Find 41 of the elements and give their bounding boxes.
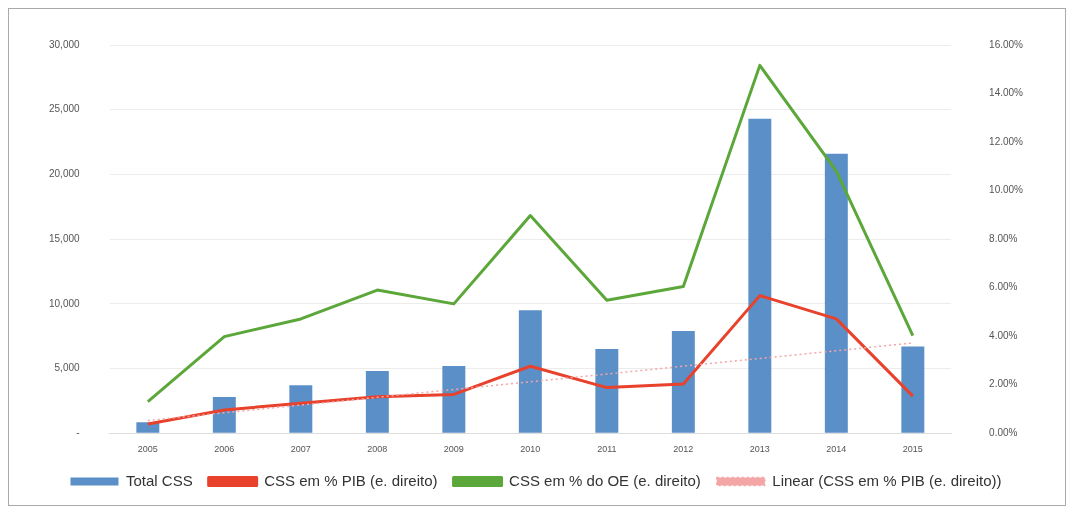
bar: [365, 371, 389, 433]
y2-tick-label: 14.00%: [989, 87, 1024, 99]
x-tick-label: 2010: [520, 444, 541, 455]
x-tick-label: 2014: [826, 444, 847, 455]
y-tick-label: 20,000: [48, 168, 81, 180]
x-tick-label: 2008: [367, 444, 388, 455]
y2-tick-label: 2.00%: [989, 378, 1018, 390]
bar: [901, 346, 925, 433]
y2-tick-label: 16.00%: [989, 38, 1024, 50]
bar: [671, 330, 695, 433]
x-tick-label: 2013: [749, 444, 770, 455]
y-tick-label: 5,000: [54, 362, 81, 374]
bar: [289, 385, 313, 433]
x-tick-label: 2007: [290, 444, 311, 455]
y2-tick-label: 4.00%: [989, 329, 1018, 341]
y-tick-label: 30,000: [48, 38, 81, 50]
legend-label: Total CSS: [125, 471, 193, 489]
y-tick-label: 15,000: [48, 232, 81, 244]
legend-label: CSS em % PIB (e. direito): [264, 471, 438, 489]
x-tick-label: 2011: [597, 444, 617, 455]
legend-label: Linear (CSS em % PIB (e. direito)): [772, 471, 1002, 489]
y2-tick-label: 10.00%: [989, 184, 1024, 196]
legend-label: CSS em % do OE (e. direito): [509, 471, 701, 489]
bar: [442, 365, 466, 433]
bar: [595, 349, 619, 433]
x-tick-label: 2012: [673, 444, 694, 455]
line-series: [147, 342, 914, 422]
y-tick-label: -: [76, 426, 80, 438]
y-tick-label: 25,000: [48, 103, 81, 115]
y2-tick-label: 6.00%: [989, 281, 1018, 293]
x-tick-label: 2005: [137, 444, 158, 455]
bar: [824, 153, 848, 433]
y2-tick-label: 0.00%: [989, 426, 1018, 438]
y2-tick-label: 8.00%: [989, 232, 1018, 244]
bar: [748, 118, 772, 433]
y2-tick-label: 12.00%: [989, 135, 1024, 147]
y-tick-label: 10,000: [48, 297, 81, 309]
x-tick-label: 2006: [214, 444, 235, 455]
x-tick-label: 2015: [902, 444, 923, 455]
x-tick-label: 2009: [443, 444, 464, 455]
bar: [518, 310, 542, 433]
